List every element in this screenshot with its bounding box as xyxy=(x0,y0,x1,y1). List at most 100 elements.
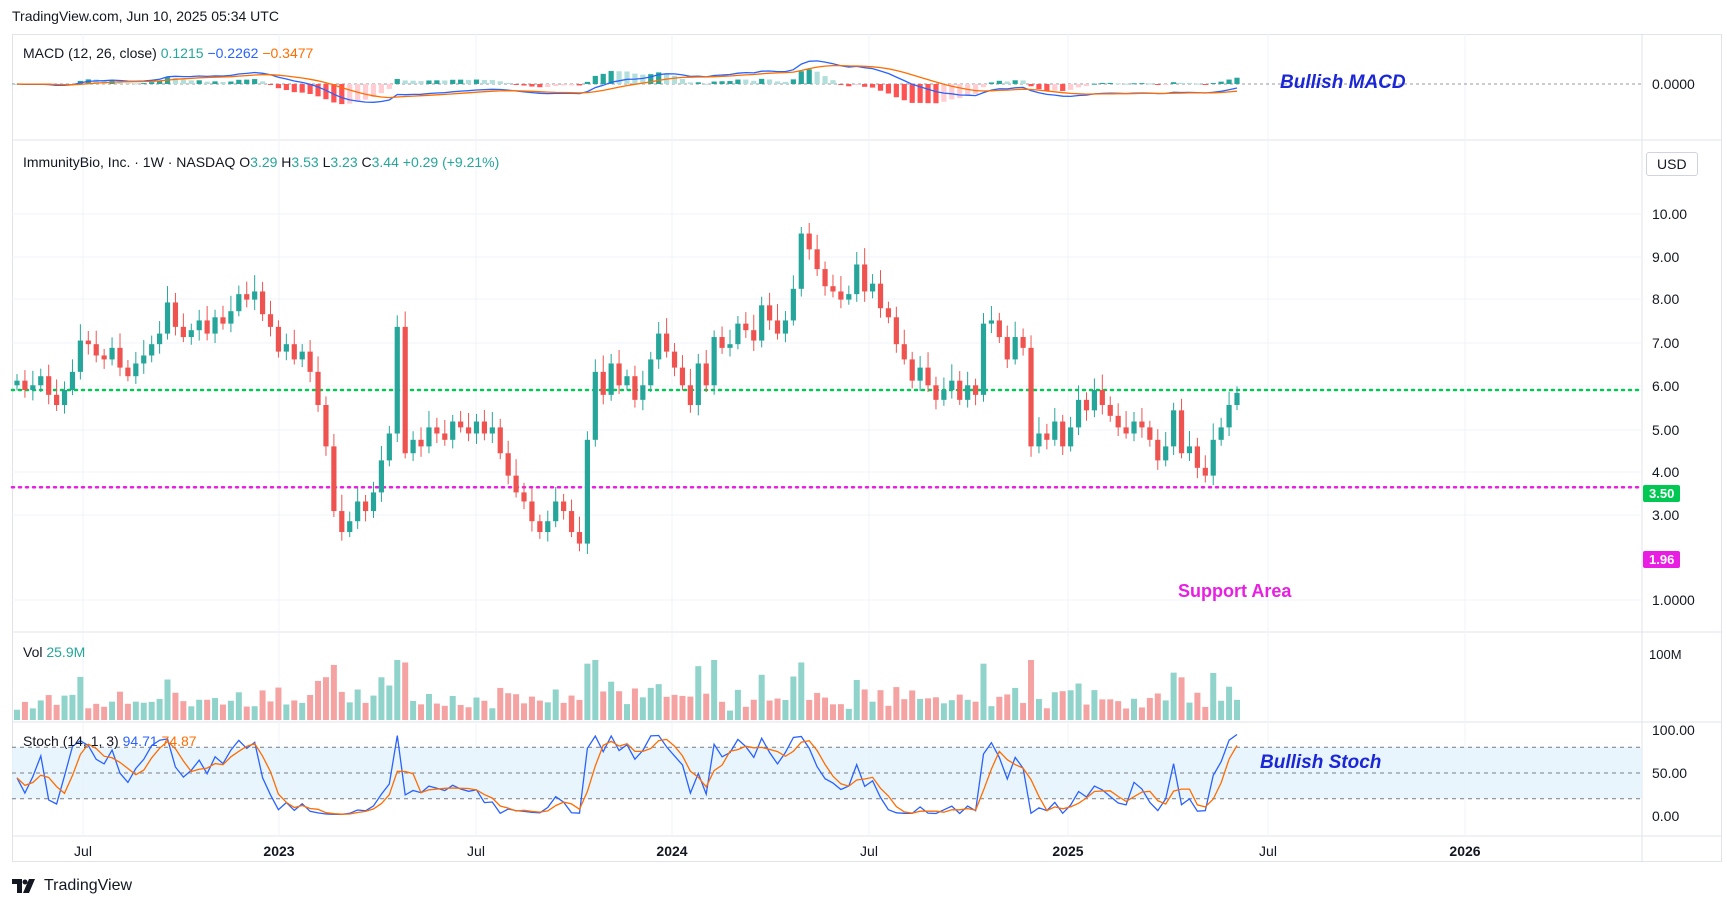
volume-bar xyxy=(711,660,718,720)
candle-body xyxy=(465,427,472,434)
volume-bar xyxy=(1186,702,1193,720)
tradingview-logo-icon xyxy=(12,879,38,893)
candle-body xyxy=(909,359,915,381)
volume-bar xyxy=(322,677,329,720)
candle-body xyxy=(743,323,749,331)
volume-bar xyxy=(1154,693,1161,720)
stoch-k-value: 94.71 xyxy=(122,733,158,749)
macd-histogram-bar xyxy=(1202,84,1208,85)
candle-body xyxy=(1068,427,1074,447)
candle-body xyxy=(957,380,963,400)
price-legend[interactable]: ImmunityBio, Inc. · 1W · NASDAQ O3.29 H3… xyxy=(23,154,499,170)
macd-histogram-bar xyxy=(925,84,931,104)
y-tick-label: 8.00 xyxy=(1652,291,1679,307)
candle-body xyxy=(600,371,606,395)
volume-bar xyxy=(996,696,1003,720)
candle-body xyxy=(553,501,559,522)
candle-body xyxy=(473,421,480,434)
macd-histogram-bar xyxy=(259,81,266,84)
candle-body xyxy=(188,330,194,338)
volume-bar xyxy=(822,697,829,720)
stoch-legend[interactable]: Stoch (14, 1, 3) 94.71 74.87 xyxy=(23,733,197,749)
high-label: H xyxy=(281,154,292,170)
macd-histogram-bar xyxy=(1186,82,1193,84)
volume-bar xyxy=(140,702,147,720)
candle-body xyxy=(838,291,844,300)
volume-bar xyxy=(338,691,345,720)
volume-bar xyxy=(814,692,821,720)
currency-button[interactable]: USD xyxy=(1646,152,1698,176)
volume-bar xyxy=(988,706,995,720)
chart-frame xyxy=(12,34,1722,862)
candle-body xyxy=(648,359,654,386)
macd-histogram-bar xyxy=(252,79,258,84)
volume-bar xyxy=(1162,700,1169,720)
volume-axis-label: 100M xyxy=(1649,647,1682,662)
volume-bar xyxy=(1083,704,1090,720)
stoch-axis-label: 50.00 xyxy=(1652,765,1687,781)
volume-bar xyxy=(528,696,535,720)
open-value: 3.29 xyxy=(250,154,278,170)
volume-bar xyxy=(283,704,290,720)
volume-bar xyxy=(521,703,528,720)
macd-line xyxy=(16,60,1238,103)
candle-body xyxy=(489,427,495,434)
macd-histogram-bar xyxy=(473,79,480,84)
candle-body xyxy=(93,344,99,356)
footer-brand: TradingView xyxy=(44,877,133,894)
macd-histogram-bar xyxy=(1107,82,1113,84)
volume-bar xyxy=(592,660,599,720)
volume-bar xyxy=(1226,686,1233,720)
macd-histogram-bar xyxy=(1178,82,1185,84)
candle-body xyxy=(228,311,234,324)
macd-histogram-bar xyxy=(1075,84,1082,88)
candle-body xyxy=(885,308,892,318)
footer[interactable]: TradingView xyxy=(12,874,132,898)
volume-bar xyxy=(148,701,155,720)
macd-histogram-bar xyxy=(236,79,242,84)
volume-bar xyxy=(394,660,401,720)
macd-histogram-bar xyxy=(458,79,464,84)
volume-bar xyxy=(956,694,963,720)
candle-body xyxy=(109,347,115,360)
volume-bar xyxy=(489,708,496,720)
change-value: +0.29 (+9.21%) xyxy=(402,154,500,170)
volume-bar xyxy=(576,699,583,720)
macd-histogram-bar xyxy=(1210,83,1216,85)
y-tick-label: 1.0000 xyxy=(1652,592,1695,608)
macd-histogram-bar xyxy=(735,79,741,84)
candle-body xyxy=(38,376,44,386)
macd-histogram-bar xyxy=(267,84,274,85)
macd-histogram-bar xyxy=(347,84,353,104)
macd-legend[interactable]: MACD (12, 26, close) 0.1215 −0.2262 −0.3… xyxy=(23,45,313,61)
high-value: 3.53 xyxy=(291,154,319,170)
volume-bar xyxy=(85,708,92,720)
volume-legend[interactable]: Vol 25.9M xyxy=(23,644,85,660)
macd-histogram-bar xyxy=(362,84,369,100)
macd-histogram-bar xyxy=(553,84,559,87)
volume-bar xyxy=(473,697,480,720)
volume-bar xyxy=(932,697,939,720)
stoch-d-line xyxy=(16,738,1238,815)
volume-bar xyxy=(940,703,947,720)
volume-bar xyxy=(370,695,377,720)
volume-bar xyxy=(1115,701,1122,720)
volume-bar xyxy=(948,700,955,720)
macd-histogram-bar xyxy=(584,81,590,84)
volume-bar xyxy=(671,694,678,720)
macd-histogram-bar xyxy=(529,84,535,87)
macd-histogram-bar xyxy=(600,73,606,84)
macd-histogram-bar xyxy=(695,82,701,84)
candle-body xyxy=(149,344,155,356)
macd-histogram-bar xyxy=(608,71,614,84)
candle-body xyxy=(1044,433,1050,440)
macd-histogram-bar xyxy=(418,81,424,84)
candle-body xyxy=(505,453,511,476)
candle-body xyxy=(410,439,416,454)
macd-histogram-bar xyxy=(640,74,646,84)
x-tick-label: 2025 xyxy=(1052,843,1083,859)
x-tick-label: 2023 xyxy=(263,843,294,859)
candle-body xyxy=(822,269,828,287)
x-tick-label: Jul xyxy=(74,843,92,859)
